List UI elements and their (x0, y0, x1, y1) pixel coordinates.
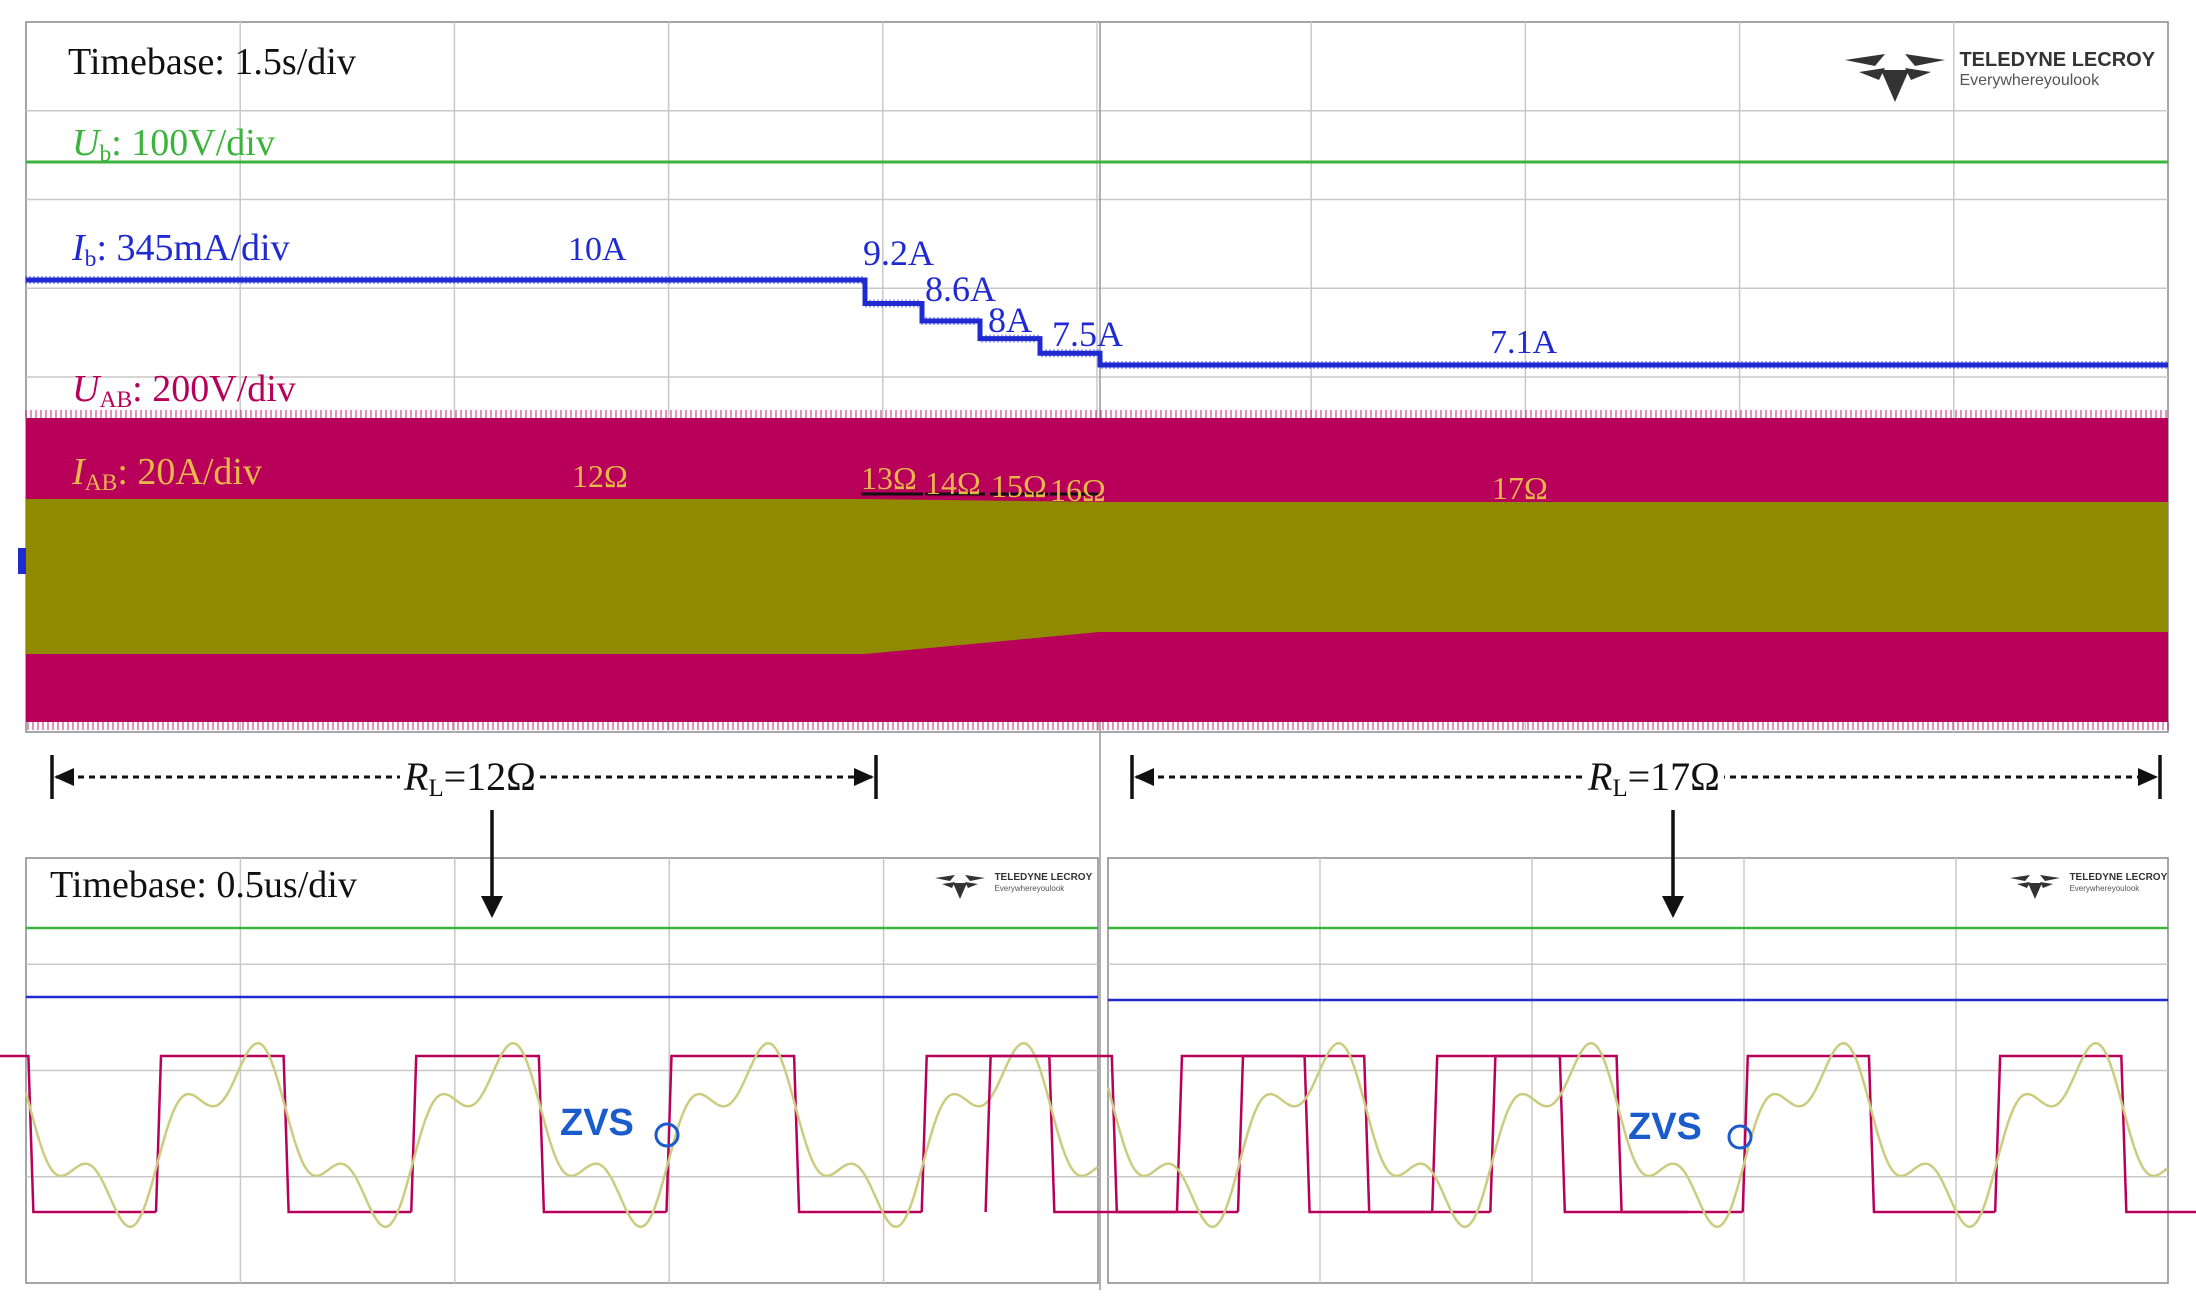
teledyne-logo-bottom-left: TELEDYNE LECROY Everywhereyoulook (935, 873, 1092, 903)
load-label-12ohm: 12Ω (572, 458, 628, 494)
rl-marker-right-label: RL=17Ω (1584, 757, 1724, 802)
uab-channel-label: UAB: 200V/div (72, 370, 296, 412)
load-label-14ohm: 14Ω (925, 465, 981, 501)
rl-marker-left-arrowhead-right (854, 768, 874, 786)
ib-scale: : 345mA/div (96, 227, 290, 269)
teledyne-logo-bottom-left-icon (935, 873, 985, 903)
ub-channel-label: Ub: 100V/div (72, 124, 275, 166)
teledyne-logo-bottom-right-brand: TELEDYNE LECROY (2069, 872, 2168, 883)
rl-marker-right-arrowhead-right (2138, 768, 2158, 786)
teledyne-logo-bottom-left-brand: TELEDYNE LECROY (994, 872, 1093, 883)
rl-marker-left-label: RL=12Ω (400, 757, 540, 802)
current-label-8-6a: 8.6A (925, 269, 996, 309)
ub-symbol: U (72, 122, 100, 164)
teledyne-logo-top-tagline: Everywhereyoulook (1959, 72, 2100, 89)
load-label-13ohm: 13Ω (861, 460, 917, 496)
ib-trace (26, 277, 2168, 368)
current-label-7-1a: 7.1A (1490, 324, 1558, 361)
ch-ground-marker (18, 548, 28, 574)
ib-channel-label: Ib: 345mA/div (72, 229, 290, 271)
uab-symbol: U (72, 368, 100, 410)
current-label-10a: 10A (568, 231, 627, 268)
rl-right-symbol: R (1588, 754, 1613, 799)
teledyne-logo-top-brand: TELEDYNE LECROY (1959, 49, 2156, 71)
load-label-15ohm: 15Ω (991, 468, 1047, 504)
zoom-arrow-left-head (481, 896, 503, 918)
current-label-9-2a: 9.2A (863, 233, 934, 273)
ib-trace-noise (25, 276, 2167, 369)
teledyne-logo-top-icon (1845, 50, 1945, 106)
zvs-label-left: ZVS (560, 1102, 634, 1144)
iab-scale: : 20A/div (117, 451, 262, 493)
current-label-8a: 8A (988, 300, 1032, 340)
load-label-16ohm: 16Ω (1050, 472, 1106, 508)
uab-fringe (25, 410, 2169, 730)
teledyne-logo-bottom-right-tagline: Everywhereyoulook (2069, 884, 2140, 893)
iab-symbol: I (72, 451, 85, 493)
bottom-timebase-label: Timebase: 0.5us/div (50, 864, 357, 906)
rl-right-value: =17Ω (1627, 754, 1720, 799)
rl-marker-right-arrowhead-left (1134, 768, 1154, 786)
load-label-17ohm: 17Ω (1492, 470, 1548, 506)
iab-envelope (26, 499, 2168, 654)
bottom-left-iab-trace (24, 1041, 1099, 1229)
iab-channel-label: IAB: 20A/div (72, 453, 262, 495)
rl-left-symbol: R (404, 754, 429, 799)
rl-right-subscript: L (1612, 775, 1628, 803)
ib-symbol: I (72, 227, 85, 269)
ub-scale: : 100V/div (111, 122, 275, 164)
zvs-marker-left (654, 1122, 680, 1148)
uab-scale: : 200V/div (132, 368, 296, 410)
teledyne-logo-top: TELEDYNE LECROY Everywhereyoulook (1845, 50, 2155, 106)
rl-left-subscript: L (428, 775, 444, 803)
ub-subscript: b (99, 140, 112, 167)
rl-left-value: =12Ω (443, 754, 536, 799)
iab-subscript: AB (84, 469, 118, 496)
teledyne-logo-bottom-left-tagline: Everywhereyoulook (994, 884, 1065, 893)
bottom-right-iab-trace (1106, 1041, 2169, 1229)
bottom-right-uab-trace (984, 1054, 2196, 1214)
teledyne-logo-bottom-right-icon (2010, 873, 2060, 903)
zvs-marker-right (1727, 1124, 1753, 1150)
top-timebase-label: Timebase: 1.5s/div (68, 41, 356, 83)
rl-marker-left-arrowhead-left (54, 768, 74, 786)
zoom-arrow-right-head (1662, 896, 1684, 918)
ib-subscript: b (84, 245, 97, 272)
zvs-label-right: ZVS (1628, 1106, 1702, 1148)
teledyne-logo-bottom-right: TELEDYNE LECROY Everywhereyoulook (2010, 873, 2167, 903)
uab-subscript: AB (99, 386, 133, 413)
current-label-7-5a: 7.5A (1052, 314, 1123, 354)
